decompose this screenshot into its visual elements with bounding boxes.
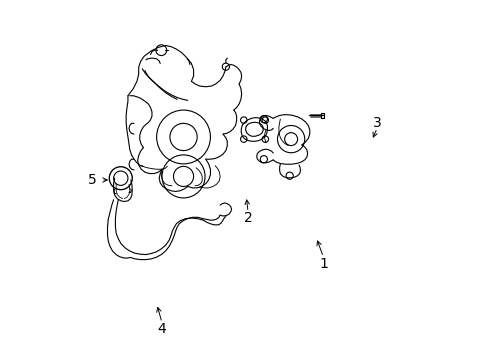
- Text: 4: 4: [157, 322, 166, 336]
- Text: 3: 3: [372, 116, 381, 130]
- Text: 2: 2: [243, 211, 252, 225]
- Text: 1: 1: [318, 257, 327, 271]
- Text: 5: 5: [87, 173, 96, 187]
